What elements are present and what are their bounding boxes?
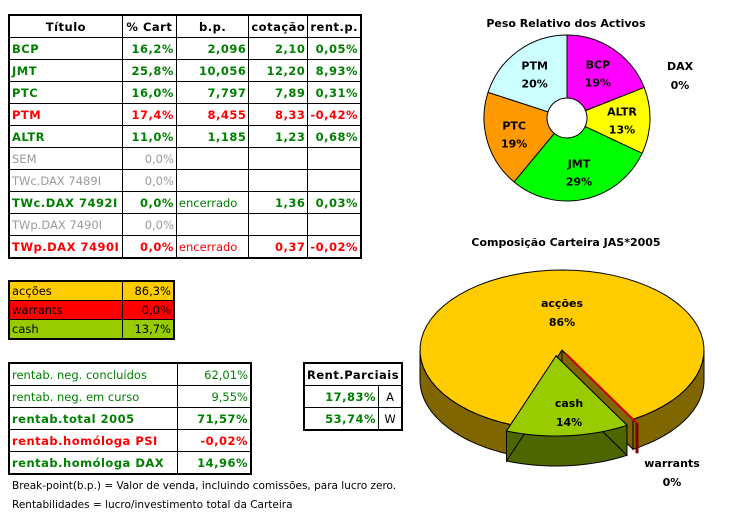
donut-label: PTM <box>521 60 548 73</box>
donut-chart: BCP 19% ALTR 13% JMT 29% PTC 19% PTM 20% DAX 0% <box>483 34 694 202</box>
allocation-value: 0,0% <box>122 300 175 320</box>
partial-tag: A <box>378 385 403 408</box>
holding-row: ALTR 11,0% 1,185 1,23 0,68% <box>8 125 362 148</box>
cell-rent: 8,93% <box>307 59 362 82</box>
allocation-value: 13,7% <box>122 319 175 340</box>
partial-returns-table: Rent.Parciais 17,83% A 53,74% W <box>303 362 404 431</box>
holding-row: TWp.DAX 7490I 0,0% <box>8 213 362 236</box>
note-rentabilidades: Rentabilidades = lucro/investimento tota… <box>12 499 293 511</box>
donut-value-label: 19% <box>585 77 611 90</box>
partial-value: 17,83% <box>303 385 380 408</box>
donut-label: DAX <box>667 60 694 73</box>
donut-value-label: 13% <box>609 124 635 137</box>
holding-row: BCP 16,2% 2,096 2,10 0,05% <box>8 37 362 60</box>
returns-value: 14,96% <box>177 451 252 475</box>
holding-row: TWc.DAX 7489I 0,0% <box>8 169 362 192</box>
donut-title: Peso Relativo dos Activos <box>486 17 646 30</box>
returns-table: rentab. neg. concluídos 62,01% rentab. neg… <box>8 362 252 475</box>
holding-row: PTM 17,4% 8,455 8,33 -0,42% <box>8 103 362 126</box>
allocation-row: cash 13,7% <box>8 319 175 340</box>
returns-label: rentab.homóloga DAX <box>8 451 178 475</box>
cell-bp: 8,455 <box>175 103 250 126</box>
returns-row: rentab.total 2005 71,57% <box>8 407 252 430</box>
donut-value-label: 0% <box>671 79 690 92</box>
holding-row: TWp.DAX 7490I 0,0% encerrado 0,37 -0,02% <box>8 235 362 259</box>
pie3d-value-label: 14% <box>556 416 582 429</box>
holding-row: PTC 16,0% 7,797 7,89 0,31% <box>8 81 362 104</box>
donut-slice-ptm <box>487 34 568 113</box>
donut-value-label: 20% <box>521 78 547 91</box>
allocation-label: warrants <box>8 300 123 320</box>
cell-bp: 10,056 <box>175 59 250 82</box>
pie3d-label: warrants <box>644 457 700 470</box>
donut-slice-ptc <box>483 91 555 183</box>
allocation-value: 86,3% <box>122 280 175 301</box>
cell-rent: -0,42% <box>307 103 362 126</box>
donut-label: JMT <box>567 158 591 171</box>
cell-rent <box>307 213 362 236</box>
donut-slice-bcp <box>566 34 645 112</box>
cell-cotacao: 1,36 <box>248 191 309 214</box>
returns-value: 71,57% <box>177 407 252 430</box>
note-breakpoint: Break-point(b.p.) = Valor de venda, incl… <box>12 480 397 492</box>
donut-label: PTC <box>502 119 526 132</box>
returns-value: -0,02% <box>177 429 252 452</box>
returns-row: rentab.homóloga DAX 14,96% <box>8 451 252 475</box>
header-bp: b.p. <box>175 14 250 38</box>
allocation-table: acções 86,3% warrants 0,0% cash 13,7% <box>8 280 175 340</box>
pie3d-chart: acções 86% cash 14% warrants 0% <box>419 269 705 489</box>
partial-row: 17,83% A <box>303 385 403 408</box>
donut-label: BCP <box>586 59 611 72</box>
partial-header: Rent.Parciais <box>303 362 403 386</box>
pie3d-title: Composição Carteira JAS*2005 <box>471 236 660 249</box>
partial-row: 53,74% W <box>303 407 403 431</box>
pie3d-slice-acções <box>419 269 705 426</box>
returns-label: rentab.total 2005 <box>8 407 178 430</box>
holdings-header-row: Título % Cart b.p. cotação rent.p. <box>8 14 362 38</box>
cell-bp <box>175 213 250 236</box>
pie3d-slice-warrants <box>565 353 638 424</box>
cell-bp: encerrado <box>175 191 250 214</box>
allocation-label: cash <box>8 319 123 340</box>
partial-value: 53,74% <box>303 407 380 431</box>
donut-label: ALTR <box>607 106 637 119</box>
cell-titulo: TWc.DAX 7492I <box>8 191 123 214</box>
cell-titulo: TWc.DAX 7489I <box>8 169 123 192</box>
pie3d-label: acções <box>541 297 583 310</box>
cell-bp: 1,185 <box>175 125 250 148</box>
donut-slice-jmt <box>513 125 643 202</box>
header-cart: % Cart <box>121 14 177 38</box>
partial-tag: W <box>378 407 403 431</box>
header-rent: rent.p. <box>307 14 362 38</box>
holdings-table: Título % Cart b.p. cotação rent.p. BCP 16… <box>8 14 362 259</box>
pie3d-label: cash <box>555 397 583 410</box>
returns-row: rentab. neg. concluídos 62,01% <box>8 362 252 386</box>
donut-value-label: 29% <box>566 176 592 189</box>
cell-rent: -0,02% <box>307 235 362 259</box>
cell-titulo: TWp.DAX 7490I <box>8 235 123 259</box>
cell-bp: 7,797 <box>175 81 250 104</box>
returns-label: rentab.homóloga PSI <box>8 429 178 452</box>
donut-slice-altr <box>584 86 651 155</box>
pie3d-value-label: 86% <box>549 316 575 329</box>
cell-cotacao: 12,20 <box>248 59 309 82</box>
holding-row: JMT 25,8% 10,056 12,20 8,93% <box>8 59 362 82</box>
cell-cart: 0,0% <box>121 235 177 259</box>
returns-row: rentab.homóloga PSI -0,02% <box>8 429 252 452</box>
cell-rent: 0,05% <box>307 37 362 60</box>
cell-titulo: JMT <box>8 59 123 82</box>
returns-value: 9,55% <box>177 385 252 408</box>
cell-titulo: TWp.DAX 7490I <box>8 213 123 236</box>
donut-value-label: 19% <box>501 137 527 150</box>
pie3d-value-label: 0% <box>663 476 682 489</box>
pie3d-slice-cash <box>505 355 628 437</box>
cell-bp: encerrado <box>175 235 250 259</box>
returns-label: rentab. neg. concluídos <box>8 362 178 386</box>
allocation-row: warrants 0,0% <box>8 300 175 320</box>
cell-cart: 0,0% <box>121 213 177 236</box>
